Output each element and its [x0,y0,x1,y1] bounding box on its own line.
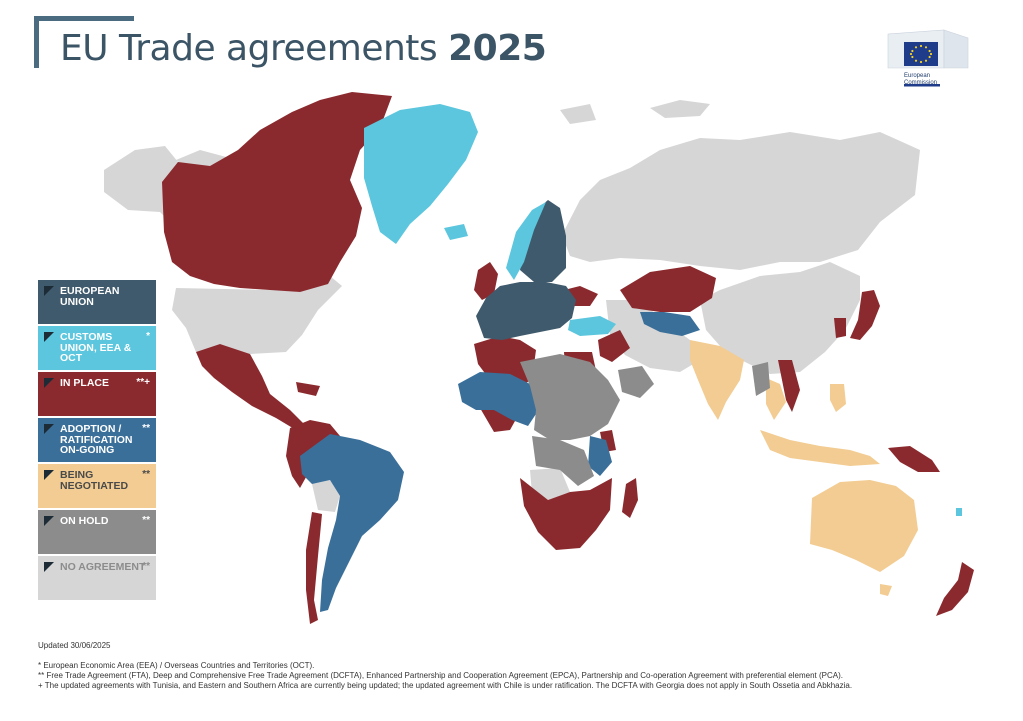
legend-item-no-agreement: No agreement ** [38,556,156,600]
page-title: EU Trade agreements 2025 [60,28,547,69]
legend-item-eu: European Union [38,280,156,324]
philippines [830,384,846,412]
alaska [104,146,180,232]
no-agreement-regions [104,100,920,512]
legend-item-on-hold: On hold ** [38,510,156,554]
thailand-malaysia [766,378,786,420]
legend-mark: **+ [136,377,150,388]
east-africa-blue [588,436,612,476]
legend-label: On hold [60,515,109,527]
legend-label: In place [60,377,110,389]
legend-arrow-icon [44,470,54,480]
legend-label: Adoption / ratification on-going [60,423,133,456]
title-year: 2025 [448,28,547,69]
caucasus-middle-east [598,330,630,362]
brazil-mercosur [300,434,404,612]
updated-date: Updated 30/06/2025 [38,641,111,650]
central-africa-south [532,436,594,486]
central-asia [606,300,700,372]
on-hold-regions [520,354,770,486]
iceland [444,224,468,240]
greenland [364,104,478,244]
myanmar [752,362,770,396]
uk-ireland [474,262,498,300]
pacific-oct [956,508,962,516]
legend-mark: ** [142,515,150,526]
legend-arrow-icon [44,562,54,572]
legend-mark: ** [142,561,150,572]
legend-arrow-icon [44,286,54,296]
china-mongolia [700,262,860,374]
logo-text: European Commission [904,73,938,86]
vietnam [778,360,800,412]
chile [306,512,322,624]
legend-item-customs-union: Customs Union, EEA & OCT * [38,326,156,370]
norway-iceland [506,202,546,280]
indonesia-philippines [760,430,880,466]
legend-label: Being negotiated [60,469,129,492]
canada [162,92,392,292]
india [690,340,744,420]
title-bracket [34,16,134,68]
angola-region [530,468,570,500]
negotiated-regions [690,340,918,596]
european-commission-logo [887,29,969,87]
legend-item-in-place: In place **+ [38,372,156,416]
legend-label: Customs Union, EEA & OCT [60,331,132,364]
legend-item-negotiated: Being negotiated ** [38,464,156,508]
footnote-2: ** Free Trade Agreement (FTA), Deep and … [38,671,843,680]
greenland-ne-islands [650,100,710,118]
bolivia [312,480,340,512]
legend-label: No agreement [60,561,146,573]
adoption-regions [300,312,700,612]
usa [172,276,342,354]
australia [810,480,918,572]
continental-eu [476,282,576,340]
singapore-png [888,446,940,472]
legend-label: European Union [60,285,120,308]
legend-mark: * [146,331,150,342]
legend-arrow-icon [44,332,54,342]
southern-africa [520,478,612,550]
korea [834,318,846,338]
kazakhstan [620,266,716,312]
legend-mark: ** [142,423,150,434]
footnote-1: * European Economic Area (EEA) / Oversea… [38,661,315,670]
svalbard [560,104,596,124]
madagascar [622,478,638,518]
west-africa-blue [458,372,540,426]
title-main: EU Trade agreements [60,28,438,69]
russia [562,132,920,270]
legend-mark: ** [142,469,150,480]
japan [850,290,880,340]
sahel-central-africa [520,354,620,440]
central-asia-blue [640,312,700,336]
caribbean [296,382,320,396]
turkey [568,316,616,336]
legend-item-adoption: Adoption / ratification on-going ** [38,418,156,462]
footnote-3: + The updated agreements with Tunisia, a… [38,681,853,690]
customs-union-regions [364,104,962,516]
legend-arrow-icon [44,516,54,526]
legend-arrow-icon [44,424,54,434]
legend: European Union Customs Union, EEA & OCT … [38,280,156,602]
legend-arrow-icon [44,378,54,388]
tasmania [880,584,892,596]
mexico-central-america [196,344,304,430]
gulf-states [618,366,654,398]
new-zealand [936,562,974,616]
